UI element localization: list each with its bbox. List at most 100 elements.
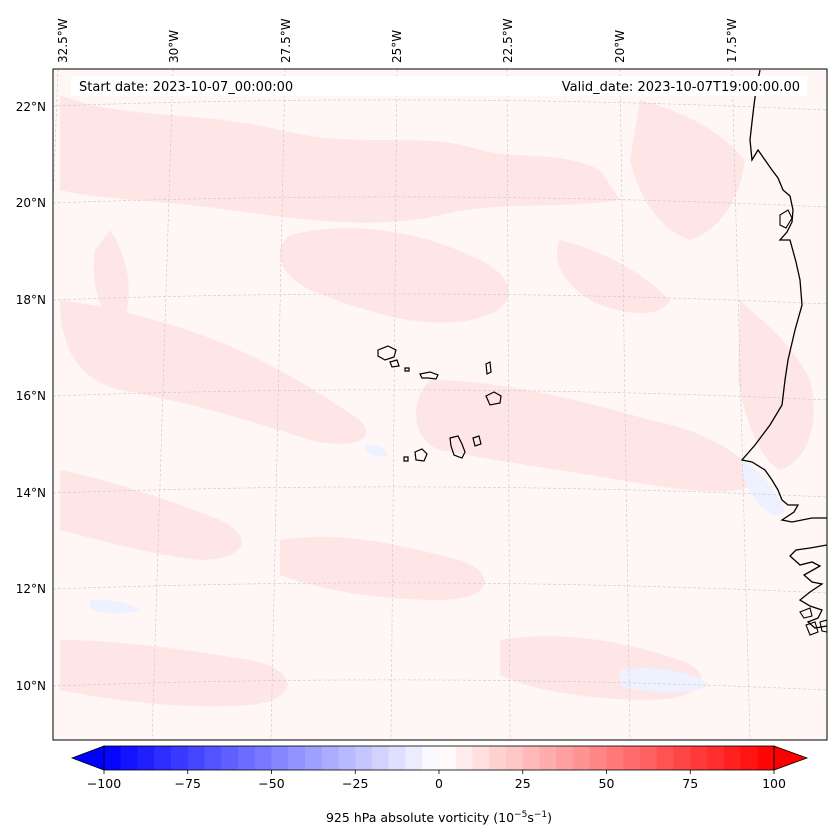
lon-label: 25°W xyxy=(390,30,404,63)
colorbar-tick-label: −50 xyxy=(258,776,284,791)
colorbar-segment xyxy=(321,746,340,770)
gridline-lon-25w xyxy=(390,69,398,740)
gridline-lat-16n xyxy=(53,389,827,401)
colorbar-segment xyxy=(740,746,758,770)
gridline-lon-17-5w xyxy=(731,69,751,740)
cape-verde-islands xyxy=(377,345,502,462)
island-boa-vista xyxy=(485,391,502,406)
colorbar-segment xyxy=(271,746,289,770)
colorbar-segment xyxy=(573,746,591,770)
colorbar-segment xyxy=(355,746,373,770)
lat-label: 22°N xyxy=(16,100,46,114)
colorbar-segment xyxy=(656,746,675,770)
lon-label: 20°W xyxy=(613,30,627,63)
island-sao-nicolau xyxy=(419,371,439,380)
island xyxy=(805,621,819,636)
vorticity-patch xyxy=(280,536,485,600)
colorbar-extend-min xyxy=(70,745,105,771)
colorbar-segment xyxy=(238,746,256,770)
island-maio xyxy=(472,435,482,447)
colorbar-tick-label: −75 xyxy=(175,776,201,791)
colorbar-segment xyxy=(606,746,624,770)
colorbar-tick-label: 50 xyxy=(599,776,615,791)
map-frame xyxy=(52,68,828,741)
colorbar-ticks: −100 −75 −50 −25 0 25 50 75 100 xyxy=(87,770,786,791)
colorbar-segment xyxy=(405,746,423,770)
colorbar-extend-max xyxy=(773,745,809,771)
gridline-lat-22n xyxy=(53,99,827,111)
colorbar-tick-label: −25 xyxy=(342,776,368,791)
vorticity-patch xyxy=(738,300,814,470)
map-gridlines xyxy=(53,69,827,740)
lon-label: 17.5°W xyxy=(725,18,739,63)
island-santa-luzia xyxy=(404,367,410,372)
colorbar-segment xyxy=(723,746,742,770)
colorbar-segment xyxy=(439,746,457,770)
colorbar-segment xyxy=(388,746,407,770)
lon-label: 30°W xyxy=(167,30,181,63)
vorticity-patch xyxy=(630,100,745,240)
colorbar-segment xyxy=(372,746,390,770)
island xyxy=(779,209,793,229)
africa-coastline xyxy=(740,69,827,629)
gridline-lon-32-5w xyxy=(53,69,59,212)
colorbar-segment xyxy=(472,746,490,770)
vorticity-patch xyxy=(93,230,129,330)
colorbar-segment xyxy=(673,746,691,770)
colorbar-segment xyxy=(707,746,725,770)
colorbar: −100 −75 −50 −25 0 25 50 75 100 925 hPa absolute… xyxy=(70,745,809,825)
colorbar-segment xyxy=(690,746,708,770)
island-sao-vicente xyxy=(389,359,400,368)
island-santo-antao xyxy=(377,345,397,361)
island xyxy=(799,607,813,619)
colorbar-segment xyxy=(104,746,122,770)
gridline-lat-18n xyxy=(53,293,827,305)
colorbar-segment xyxy=(422,746,440,770)
vorticity-patch xyxy=(279,228,509,323)
colorbar-segment xyxy=(254,746,273,770)
gridline-lon-30w xyxy=(151,69,174,740)
longitude-labels: 32.5°W 30°W 27.5°W 25°W 22.5°W 20°W 17.5… xyxy=(56,18,739,63)
colorbar-segment xyxy=(154,746,172,770)
colorbar-segment xyxy=(288,746,306,770)
gridline-lon-22-5w xyxy=(506,69,511,740)
gridline-lat-20n xyxy=(53,196,827,208)
colorbar-segment xyxy=(539,746,557,770)
vorticity-patch-negative xyxy=(365,444,388,457)
lon-label: 27.5°W xyxy=(279,18,293,63)
vorticity-shading xyxy=(60,95,814,707)
island-fogo xyxy=(414,448,428,462)
colorbar-segment xyxy=(171,746,189,770)
gridline-lon-20w xyxy=(619,69,631,740)
start-date-text: Start date: 2023-10-07_00:00:00 xyxy=(79,80,293,95)
date-header-band xyxy=(71,76,807,96)
lat-label: 14°N xyxy=(16,486,46,500)
colorbar-segment xyxy=(221,746,239,770)
gridline-lon-27-5w xyxy=(270,69,286,740)
colorbar-segment xyxy=(338,746,356,770)
lon-label: 22.5°W xyxy=(501,18,515,63)
colorbar-segments xyxy=(104,746,775,770)
colorbar-segment xyxy=(522,746,541,770)
colorbar-label: 925 hPa absolute vorticity (10−5s−1) xyxy=(326,810,552,825)
colorbar-segment xyxy=(120,746,139,770)
gridline-lat-12n xyxy=(53,582,827,594)
vorticity-patch xyxy=(416,380,760,492)
colorbar-segment xyxy=(623,746,641,770)
coastal-islands xyxy=(779,209,827,636)
colorbar-tick-label: 25 xyxy=(515,776,531,791)
island-santiago xyxy=(449,435,466,459)
vorticity-patch-negative xyxy=(90,599,140,614)
colorbar-segment xyxy=(305,746,323,770)
colorbar-segment xyxy=(757,746,775,770)
negative-vorticity-shading xyxy=(90,444,785,693)
colorbar-segment xyxy=(489,746,507,770)
latitude-labels: 22°N 20°N 18°N 16°N 14°N 12°N 10°N xyxy=(16,100,46,693)
vorticity-patch xyxy=(60,95,620,223)
colorbar-segment xyxy=(556,746,574,770)
colorbar-segment xyxy=(640,746,658,770)
lat-label: 10°N xyxy=(16,679,46,693)
colorbar-segment xyxy=(204,746,222,770)
colorbar-tick-label: 100 xyxy=(762,776,786,791)
map-panel: Start date: 2023-10-07_00:00:00 Valid_da… xyxy=(53,69,827,740)
